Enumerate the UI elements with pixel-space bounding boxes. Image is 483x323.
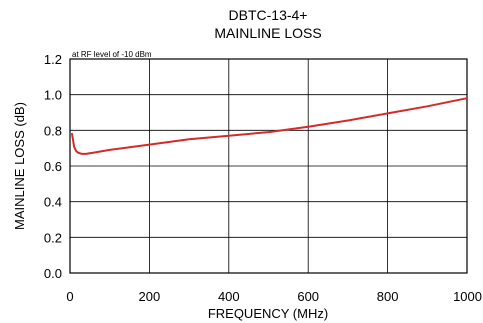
y-tick-label: 0.6	[44, 159, 62, 174]
y-tick-label: 0.8	[44, 123, 62, 138]
x-tick-label: 400	[218, 289, 240, 304]
x-tick-label: 0	[66, 289, 73, 304]
annotation: at RF level of -10 dBm	[72, 50, 152, 59]
x-tick-labels: 0 200 400 600 800 1000	[66, 289, 482, 304]
y-tick-label: 0.0	[44, 266, 62, 281]
y-tick-label: 0.4	[44, 195, 62, 210]
x-tick-label: 600	[297, 289, 319, 304]
series-line-0	[71, 97, 468, 155]
y-axis-label: MAINLINE LOSS (dB)	[12, 102, 27, 230]
grid-lines	[69, 58, 468, 274]
y-tick-label: 0.2	[44, 230, 62, 245]
chart-subtitle: MAINLINE LOSS	[214, 25, 321, 41]
x-tick-label: 1000	[453, 289, 482, 304]
y-tick-label: 1.0	[44, 88, 62, 103]
y-tick-labels: 0.0 0.2 0.4 0.6 0.8 1.0 1.2	[44, 52, 62, 281]
chart-title: DBTC-13-4+	[229, 7, 308, 23]
y-tick-label: 1.2	[44, 52, 62, 67]
series-lines	[71, 97, 468, 155]
x-tick-label: 200	[139, 289, 161, 304]
x-tick-label: 800	[377, 289, 399, 304]
x-axis-label: FREQUENCY (MHz)	[208, 306, 328, 321]
plot-frame	[69, 58, 468, 274]
